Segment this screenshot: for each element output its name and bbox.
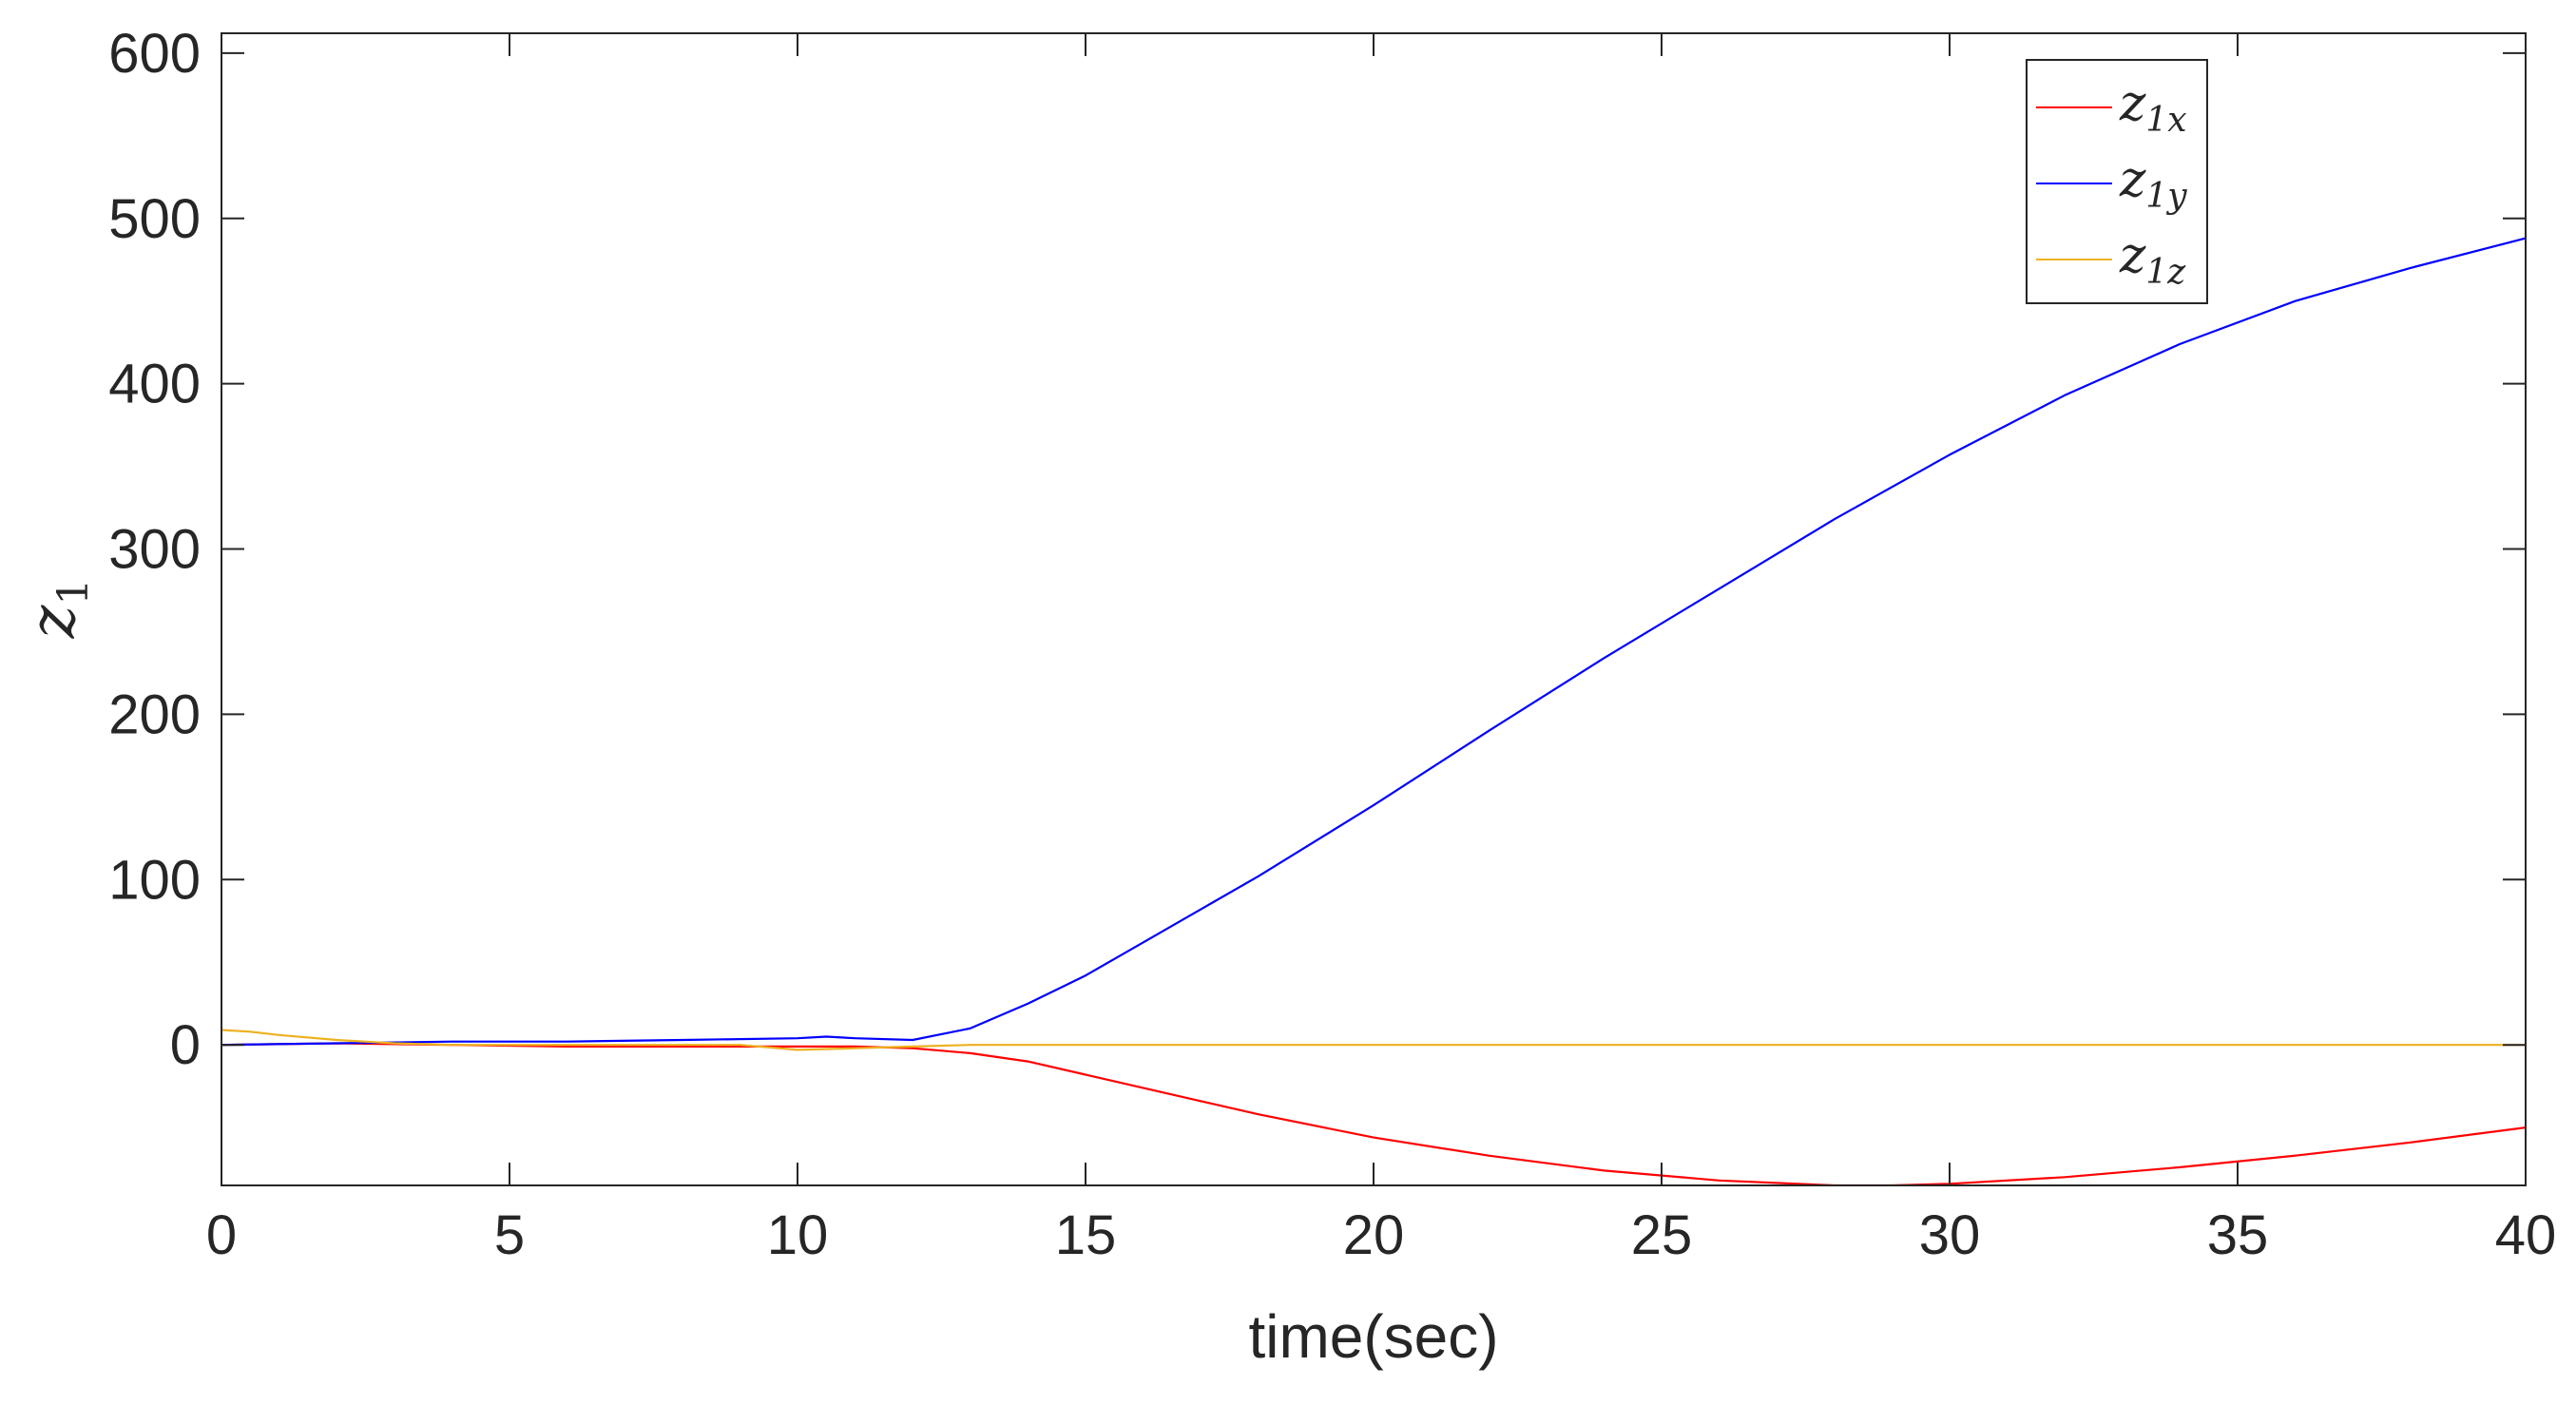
legend-sub-z1z: 1z bbox=[2145, 253, 2186, 292]
y-tick-label: 500 bbox=[108, 188, 201, 250]
y-tick-label: 300 bbox=[108, 519, 201, 581]
y-tick-label: 0 bbox=[170, 1014, 201, 1076]
y-tick-label: 100 bbox=[108, 849, 201, 911]
y-axis-title: z1 bbox=[16, 579, 98, 640]
svg-text:z1x: z1x bbox=[2119, 75, 2187, 140]
x-tick-label: 25 bbox=[1631, 1204, 1693, 1266]
legend-entry-z1y: z1y bbox=[2036, 151, 2187, 216]
legend-entry-z1z: z1z bbox=[2036, 227, 2186, 292]
y-tick-label: 400 bbox=[108, 354, 201, 415]
x-tick-label: 35 bbox=[2207, 1204, 2269, 1266]
x-tick-label: 10 bbox=[767, 1204, 829, 1266]
y-tick-label: 600 bbox=[108, 23, 201, 85]
svg-text:z1z: z1z bbox=[2119, 227, 2186, 292]
x-tick-label: 40 bbox=[2495, 1204, 2557, 1266]
series-line-z1y bbox=[221, 237, 2526, 1047]
y-tick-label: 200 bbox=[108, 683, 201, 745]
legend-label-z1z: z bbox=[2119, 227, 2146, 284]
legend: z1x z1y z1z bbox=[2026, 59, 2208, 304]
series-line-z1x bbox=[221, 1042, 2526, 1185]
legend-label-z1y: z bbox=[2119, 151, 2146, 208]
legend-sub-z1y: 1y bbox=[2145, 177, 2187, 216]
legend-label-z1x: z bbox=[2119, 75, 2146, 132]
y-axis-title-subscript: 1 bbox=[49, 579, 98, 606]
x-tick-label: 5 bbox=[494, 1204, 525, 1266]
x-tick-label: 15 bbox=[1055, 1204, 1117, 1266]
legend-entry-z1x: z1x bbox=[2036, 75, 2187, 140]
legend-box bbox=[2026, 59, 2208, 304]
x-tick-label: 30 bbox=[1919, 1204, 1981, 1266]
y-axis-title-main: z bbox=[16, 604, 89, 639]
svg-text:z1: z1 bbox=[16, 579, 98, 640]
legend-sub-z1x: 1x bbox=[2145, 101, 2186, 140]
series-layer bbox=[221, 237, 2526, 1185]
x-tick-label: 20 bbox=[1343, 1204, 1405, 1266]
x-tick-label: 0 bbox=[206, 1204, 237, 1266]
series-line-z1z bbox=[221, 1029, 2526, 1051]
x-axis-title: time(sec) bbox=[1248, 1302, 1498, 1371]
svg-text:z1y: z1y bbox=[2119, 151, 2187, 216]
